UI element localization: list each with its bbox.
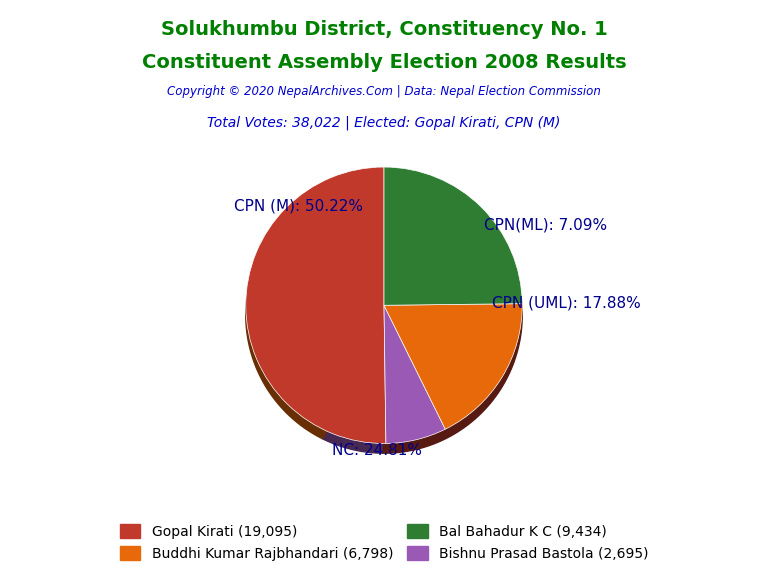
Polygon shape <box>382 177 522 453</box>
Text: Constituent Assembly Election 2008 Results: Constituent Assembly Election 2008 Resul… <box>141 53 627 72</box>
Text: Copyright © 2020 NepalArchives.Com | Data: Nepal Election Commission: Copyright © 2020 NepalArchives.Com | Dat… <box>167 85 601 98</box>
Polygon shape <box>246 177 384 315</box>
Text: Solukhumbu District, Constituency No. 1: Solukhumbu District, Constituency No. 1 <box>161 20 607 39</box>
Wedge shape <box>384 167 522 305</box>
Polygon shape <box>323 315 384 453</box>
Wedge shape <box>384 305 445 444</box>
Text: CPN (UML): 17.88%: CPN (UML): 17.88% <box>492 295 641 310</box>
Polygon shape <box>246 313 384 439</box>
Wedge shape <box>384 304 522 429</box>
Text: CPN(ML): 7.09%: CPN(ML): 7.09% <box>484 218 607 233</box>
Wedge shape <box>246 167 386 444</box>
Text: CPN (M): 50.22%: CPN (M): 50.22% <box>233 198 362 213</box>
Legend: Gopal Kirati (19,095), Buddhi Kumar Rajbhandari (6,798), Bal Bahadur K C (9,434): Gopal Kirati (19,095), Buddhi Kumar Rajb… <box>114 518 654 566</box>
Text: Total Votes: 38,022 | Elected: Gopal Kirati, CPN (M): Total Votes: 38,022 | Elected: Gopal Kir… <box>207 115 561 130</box>
Text: NC: 24.81%: NC: 24.81% <box>332 443 422 458</box>
